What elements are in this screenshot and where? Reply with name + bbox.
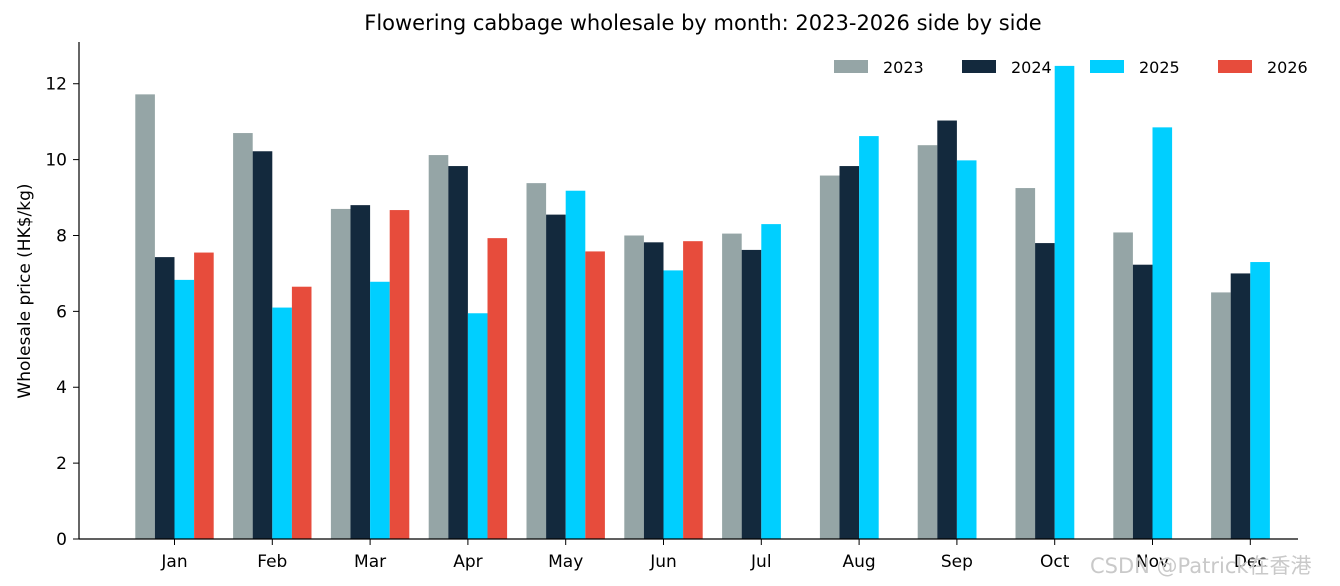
- bar-2023-dec: [1211, 292, 1231, 539]
- legend-label-2025: 2025: [1139, 58, 1180, 77]
- legend-label-2024: 2024: [1011, 58, 1052, 77]
- bar-2025-jan: [174, 279, 195, 539]
- bar-2024-oct: [1035, 243, 1055, 539]
- bar-2024-dec: [1230, 273, 1251, 539]
- bar-2024-jan: [154, 257, 175, 539]
- x-tick-label-mar: Mar: [354, 552, 386, 572]
- legend-swatch-2026: [1218, 60, 1252, 73]
- bar-2023-may: [526, 183, 547, 539]
- x-tick-label-oct: Oct: [1040, 552, 1070, 572]
- bar-2025-feb: [272, 307, 292, 539]
- y-axis-label: Wholesale price (HK$/kg): [15, 183, 35, 398]
- y-tick-label-10: 10: [45, 151, 67, 171]
- bar-2023-oct: [1015, 188, 1036, 539]
- bar-2024-sep: [937, 120, 957, 539]
- x-tick-label-aug: Aug: [842, 552, 875, 572]
- bars-group: [135, 65, 1270, 540]
- legend-swatch-2023: [834, 60, 868, 73]
- x-tick-label-dec: Dec: [1234, 552, 1267, 572]
- bar-2024-jun: [643, 242, 664, 539]
- legend-label-2023: 2023: [883, 58, 924, 77]
- x-tick-label-apr: Apr: [453, 552, 482, 572]
- legend: 2023 2024 2025 2026: [834, 58, 1308, 77]
- bar-2026-jun: [683, 241, 703, 539]
- bar-2024-jul: [741, 249, 762, 539]
- y-tick-label-2: 2: [56, 454, 67, 474]
- x-tick-label-feb: Feb: [257, 552, 287, 572]
- bar-2023-feb: [233, 133, 253, 540]
- y-tick-label-6: 6: [56, 302, 67, 322]
- y-tick-label-0: 0: [56, 530, 67, 550]
- watermark: CSDN @Patrick在香港: [1090, 554, 1312, 578]
- bar-2024-mar: [350, 205, 371, 539]
- bar-2023-apr: [428, 155, 449, 539]
- bar-2024-aug: [839, 166, 860, 539]
- y-tick-label-8: 8: [56, 226, 67, 246]
- y-tick-label-4: 4: [56, 378, 67, 398]
- bar-2025-aug: [859, 136, 879, 539]
- legend-swatch-2024: [962, 60, 996, 73]
- bar-2025-dec: [1250, 262, 1270, 539]
- x-tick-label-nov: Nov: [1136, 552, 1169, 572]
- bar-2026-may: [585, 251, 605, 540]
- x-tick-label-sep: Sep: [941, 552, 973, 572]
- x-tick-label-may: May: [548, 552, 583, 572]
- bar-2025-mar: [370, 281, 390, 539]
- axes-group: 0 2 4 6 8 10 12 Jan Feb Mar Apr May Jun Jul Aug Sep Oct N…: [45, 42, 1298, 572]
- bar-2024-feb: [252, 151, 273, 539]
- y-tick-label-12: 12: [45, 75, 67, 95]
- bar-2024-apr: [448, 166, 468, 539]
- bar-2023-mar: [330, 208, 351, 539]
- legend-label-2026: 2026: [1267, 58, 1308, 77]
- bar-2023-jan: [135, 94, 155, 540]
- bar-2025-jun: [663, 270, 684, 539]
- bar-2025-apr: [467, 313, 488, 539]
- bar-2023-sep: [917, 145, 938, 539]
- x-tick-label-jan: Jan: [160, 552, 187, 572]
- bar-2025-oct: [1054, 65, 1075, 540]
- bar-2026-apr: [487, 238, 508, 539]
- bar-2026-jan: [194, 252, 214, 539]
- bar-2025-nov: [1152, 127, 1173, 540]
- bar-2023-nov: [1113, 232, 1133, 539]
- bar-2025-jul: [761, 224, 781, 540]
- x-tick-label-jun: Jun: [649, 552, 677, 572]
- bar-2024-nov: [1132, 264, 1153, 539]
- legend-swatch-2025: [1090, 60, 1124, 73]
- bar-2023-jun: [624, 235, 644, 540]
- bar-2025-sep: [956, 160, 977, 539]
- chart-title: Flowering cabbage wholesale by month: 20…: [364, 11, 1041, 35]
- bar-2026-mar: [389, 210, 410, 539]
- bar-2026-feb: [291, 286, 312, 539]
- bar-2023-aug: [819, 175, 840, 540]
- bar-2023-jul: [722, 233, 742, 539]
- bar-2025-may: [565, 190, 586, 539]
- x-tick-label-jul: Jul: [750, 552, 772, 572]
- bar-2024-may: [546, 214, 566, 539]
